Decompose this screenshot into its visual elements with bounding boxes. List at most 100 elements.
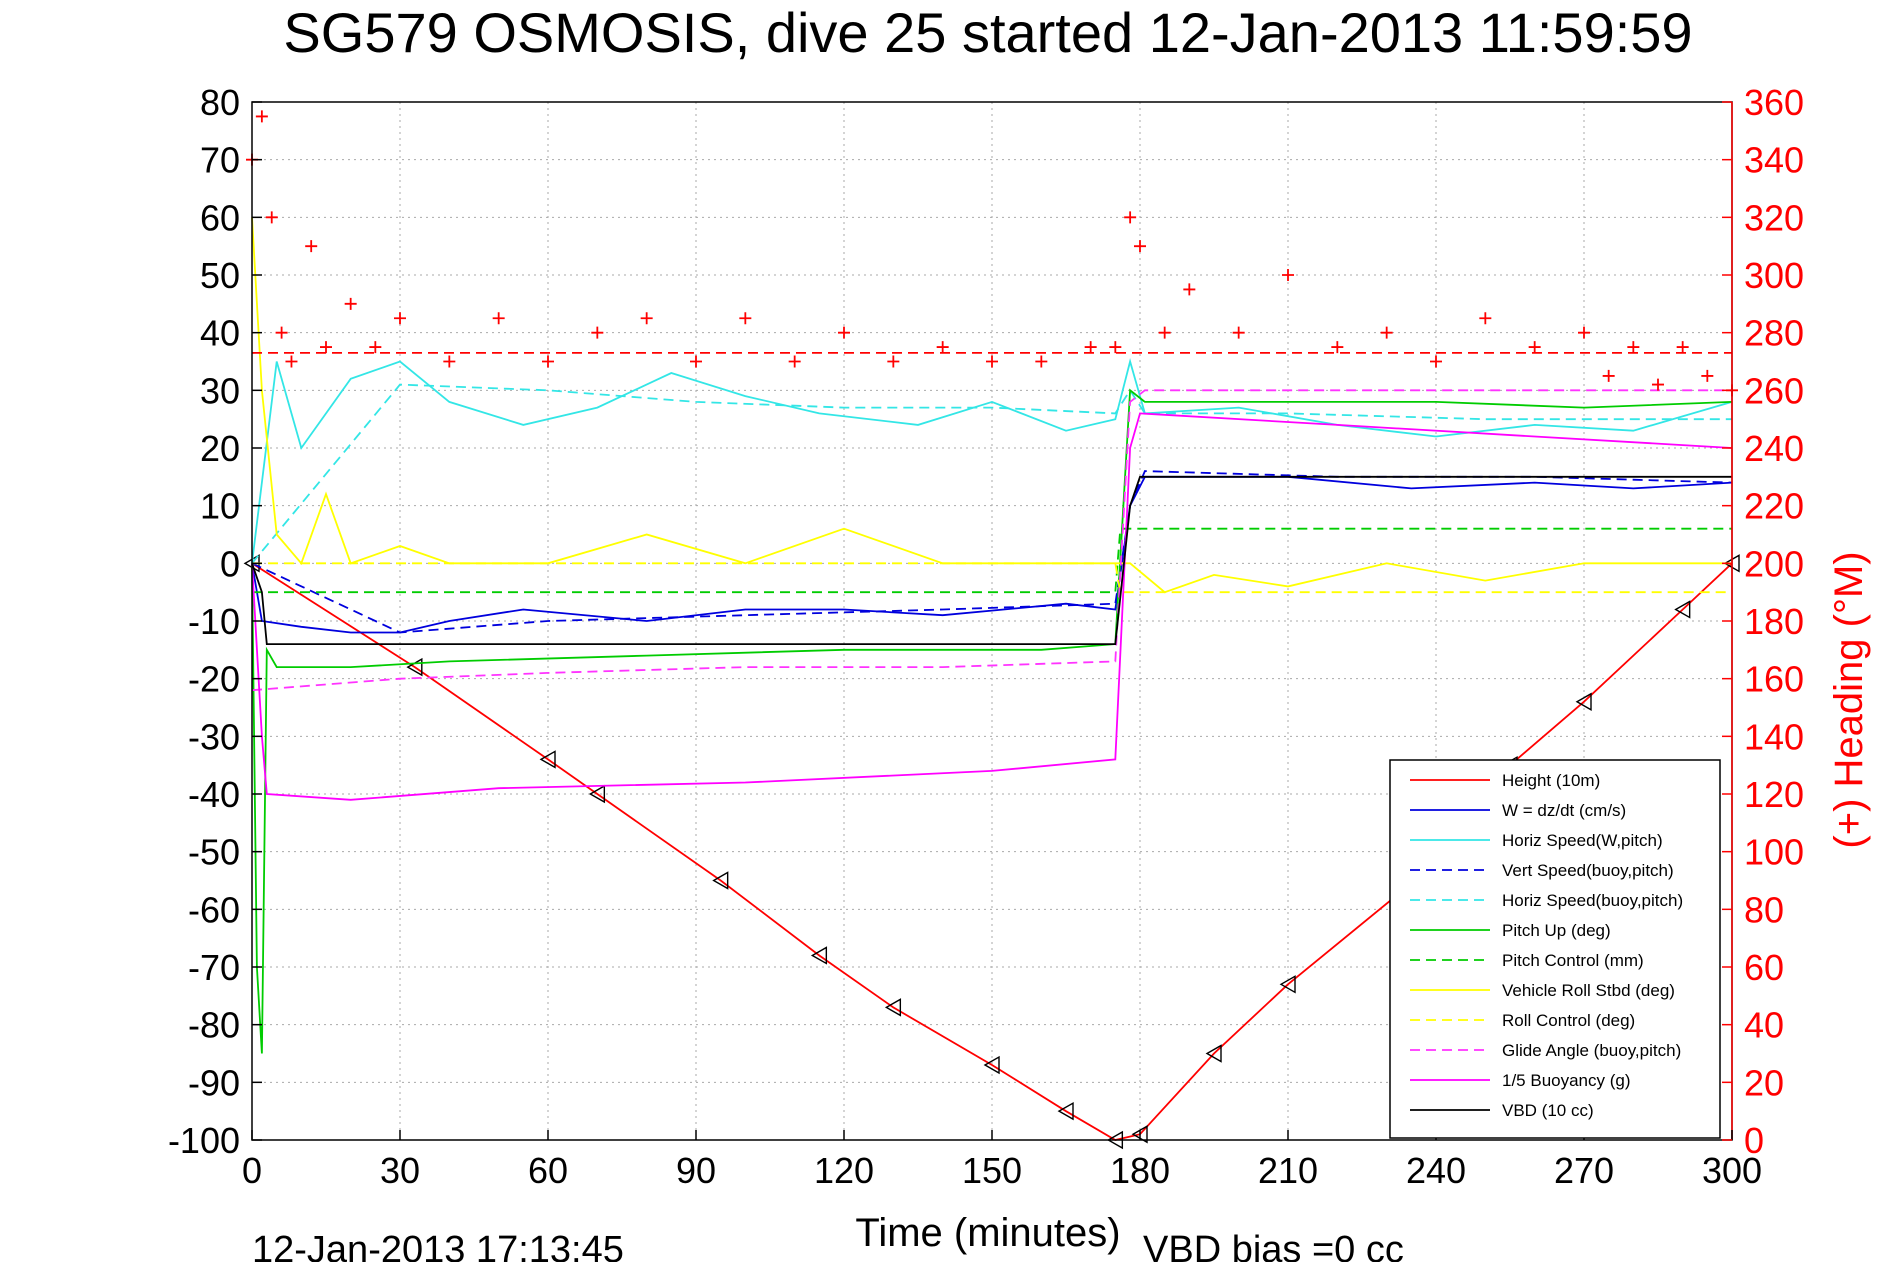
heading-point [1109,341,1122,354]
legend-label: 1/5 Buoyancy (g) [1502,1071,1631,1090]
legend-label: W = dz/dt (cm/s) [1502,801,1626,820]
x-tick-label: 240 [1406,1150,1466,1191]
y-tick-label: 20 [200,428,240,469]
heading-point [1035,355,1048,368]
height-point [1279,975,1296,994]
heading-point [1380,326,1393,339]
heading-point [275,326,288,339]
series-line-vbd-10-cc [251,475,1732,645]
series-line-w-dz-dt-cm-s [251,475,1733,634]
height-point [1575,692,1592,711]
x-tick-label: 300 [1702,1150,1762,1191]
height-point [539,750,556,769]
y-tick-label: 60 [200,197,240,238]
y2-axis-ticks: 0 20 40 60 80 100 120 140 160 180 200 220 240 260 280 3… [1722,82,1804,1161]
series-line-glide-angle-buoy-pitch [251,389,1732,692]
heading-point [305,240,318,253]
y-tick-label: -50 [188,832,240,873]
heading-point [285,355,298,368]
y2-tick-label: 300 [1744,255,1804,296]
y2-tick-label: 140 [1744,716,1804,757]
heading-point [394,312,406,325]
height-point [588,784,606,804]
heading-point [690,355,702,368]
legend-label: Glide Angle (buoy,pitch) [1502,1041,1681,1060]
heading-point [1084,341,1097,354]
heading-point [936,341,949,354]
heading-point [1331,341,1344,354]
heading-point [1578,326,1590,339]
y2-tick-label: 320 [1744,197,1804,238]
footer-vbd-bias: VBD bias =0 cc [1143,1229,1404,1262]
legend-label: Vert Speed(buoy,pitch) [1502,861,1674,880]
series-layer [243,110,1740,1150]
heading-point [1158,326,1171,339]
heading-point [1479,312,1492,325]
heading-point [1627,341,1640,354]
heading-point [739,312,752,325]
y-tick-label: -70 [188,947,240,988]
y2-tick-label: 100 [1744,832,1804,873]
x-tick-label: 210 [1258,1150,1318,1191]
heading-point [788,355,801,368]
x-tick-label: 60 [528,1150,568,1191]
legend-box [1389,759,1721,1139]
x-tick-label: 180 [1110,1150,1170,1191]
legend-label: Roll Control (deg) [1502,1011,1635,1030]
y2-tick-label: 0 [1744,1120,1764,1161]
heading-point [542,355,554,368]
x-axis-ticks: 0 30 60 90 120 150 180 210 240 270 300 [242,1130,1762,1191]
y2-tick-label: 120 [1744,774,1804,815]
y2-tick-label: 200 [1744,543,1804,584]
y2-tick-label: 240 [1744,428,1804,469]
height-point [810,946,828,965]
y2-tick-label: 180 [1744,601,1804,642]
heading-point [1701,369,1714,382]
heading-point [1134,240,1146,253]
y-tick-label: -40 [188,774,240,815]
heading-point [265,211,278,224]
y2-axis-label: (+) Heading (°M) [1827,551,1871,848]
y2-tick-label: 20 [1744,1062,1784,1103]
y-axis-ticks: -100-90-80-70-60-50-40-30-20-10010203040… [168,82,262,1161]
y2-tick-label: 60 [1744,947,1784,988]
y-tick-label: 40 [200,313,240,354]
legend-label: Pitch Control (mm) [1502,951,1644,970]
heading-point [1652,378,1664,391]
series-line-horiz-speed-buoy-pitch [251,383,1732,564]
y-tick-label: 10 [200,486,240,527]
heading-point [1124,211,1137,224]
y-tick-label: 50 [200,255,240,296]
heading-point [255,110,268,123]
series-line-pitch-control-mm [252,527,1732,594]
height-point [712,871,729,890]
heading-point [591,326,604,339]
heading-point [986,355,998,368]
heading-point [1282,269,1294,281]
series-line-vert-speed-buoy-pitch [251,470,1733,634]
y-tick-label: -10 [188,601,240,642]
heading-point [1602,369,1615,382]
x-tick-label: 0 [242,1150,262,1191]
legend-label: VBD (10 cc) [1502,1101,1594,1120]
y-tick-label: -30 [188,716,240,757]
legend-label: Height (10m) [1502,771,1600,790]
heading-point [1676,341,1689,354]
y-tick-label: 0 [220,543,240,584]
x-tick-label: 270 [1554,1150,1614,1191]
height-point [1057,1101,1074,1121]
series-line-1-5-buoyancy-g [251,412,1733,801]
x-tick-label: 90 [676,1150,716,1191]
heading-point [838,326,850,339]
heading-point [640,312,653,325]
height-point [884,998,902,1017]
series-line-horiz-speed-w-pitch [251,358,1733,564]
y-tick-label: 70 [200,140,240,181]
height-point [1674,600,1691,619]
heading-point [369,341,382,354]
y-tick-label: 80 [200,82,240,123]
y2-tick-label: 340 [1744,140,1804,181]
y2-tick-label: 160 [1744,659,1804,700]
series-line-roll-control-deg [252,562,1732,594]
legend-label: Pitch Up (deg) [1502,921,1611,940]
